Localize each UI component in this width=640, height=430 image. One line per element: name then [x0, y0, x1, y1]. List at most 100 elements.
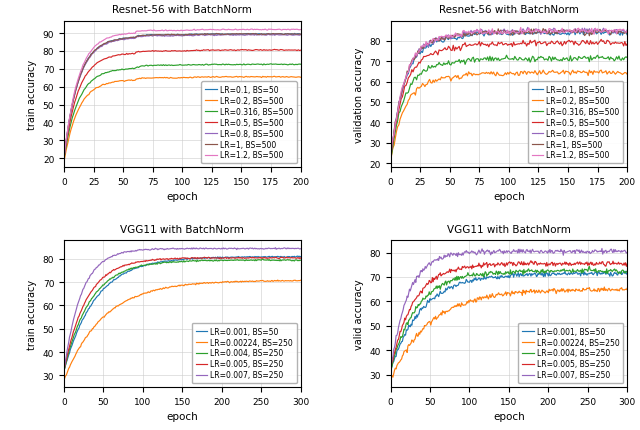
LR=0.5, BS=500 [515, 42, 522, 47]
LR=0.001, BS=50 [222, 255, 230, 260]
LR=0.004, BS=250 [222, 258, 230, 264]
LR=0.004, BS=250 [623, 269, 631, 274]
LR=0.004, BS=250 [259, 257, 267, 262]
LR=0.316, BS=500 [297, 62, 305, 68]
LR=0.8, BS=500 [524, 26, 532, 31]
Legend: LR=0.001, BS=50, LR=0.00224, BS=250, LR=0.004, BS=250, LR=0.005, BS=250, LR=0.00: LR=0.001, BS=50, LR=0.00224, BS=250, LR=… [518, 323, 623, 383]
LR=0.1, BS=50 [618, 28, 625, 34]
LR=0.2, BS=500 [271, 74, 278, 80]
Line: LR=0.5, BS=500: LR=0.5, BS=500 [64, 50, 301, 159]
Line: LR=1, BS=500: LR=1, BS=500 [390, 30, 627, 160]
LR=0.00224, BS=250 [246, 279, 254, 284]
LR=0.5, BS=500 [473, 43, 481, 49]
LR=0.316, BS=500 [387, 157, 394, 162]
LR=0.005, BS=250 [156, 257, 163, 262]
Title: VGG11 with BatchNorm: VGG11 with BatchNorm [447, 224, 571, 234]
LR=0.004, BS=250 [280, 258, 288, 263]
LR=1, BS=500 [387, 157, 394, 162]
LR=0.004, BS=250 [163, 260, 171, 265]
LR=0.2, BS=500 [278, 75, 285, 80]
LR=0.007, BS=250 [156, 247, 163, 252]
LR=0.2, BS=500 [515, 74, 522, 79]
LR=0.001, BS=50 [294, 254, 301, 259]
LR=0.005, BS=250 [280, 256, 287, 261]
LR=0.1, BS=50 [291, 32, 299, 37]
LR=0.5, BS=500 [297, 49, 305, 54]
LR=1.2, BS=500 [486, 32, 494, 37]
LR=0.1, BS=50 [60, 156, 68, 161]
Line: LR=0.005, BS=250: LR=0.005, BS=250 [64, 258, 301, 371]
LR=0.1, BS=50 [623, 33, 631, 38]
LR=0.005, BS=250 [482, 261, 490, 267]
Line: LR=0.8, BS=500: LR=0.8, BS=500 [64, 35, 301, 159]
LR=0.00224, BS=250 [274, 278, 282, 283]
LR=0.005, BS=250 [587, 260, 595, 265]
LR=0.5, BS=500 [159, 49, 167, 55]
LR=0.00224, BS=250 [586, 288, 594, 293]
LR=0.004, BS=250 [246, 258, 254, 263]
LR=0.00224, BS=250 [280, 279, 288, 284]
LR=0.00224, BS=250 [548, 287, 556, 292]
LR=1, BS=500 [159, 34, 167, 39]
LR=0.316, BS=500 [61, 150, 69, 155]
LR=0.004, BS=250 [587, 268, 595, 273]
LR=0.1, BS=50 [159, 33, 167, 38]
LR=0.8, BS=500 [254, 33, 262, 38]
LR=0.004, BS=250 [156, 261, 163, 266]
LR=1.2, BS=500 [61, 145, 69, 150]
LR=0.316, BS=500 [188, 63, 196, 68]
Y-axis label: validation accuracy: validation accuracy [354, 47, 364, 142]
LR=1.2, BS=500 [278, 28, 285, 34]
LR=0.005, BS=250 [222, 255, 230, 261]
LR=0.5, BS=500 [597, 38, 605, 43]
LR=0.8, BS=500 [81, 63, 89, 68]
LR=0.1, BS=50 [388, 148, 396, 153]
LR=1, BS=500 [540, 27, 547, 32]
Line: LR=0.007, BS=250: LR=0.007, BS=250 [390, 249, 627, 370]
LR=0.001, BS=50 [163, 259, 171, 264]
LR=0.00224, BS=250 [623, 286, 631, 291]
Legend: LR=0.1, BS=50, LR=0.2, BS=500, LR=0.316, BS=500, LR=0.5, BS=500, LR=0.8, BS=500,: LR=0.1, BS=50, LR=0.2, BS=500, LR=0.316,… [528, 82, 623, 164]
LR=0.316, BS=500 [81, 86, 89, 92]
Line: LR=0.2, BS=500: LR=0.2, BS=500 [64, 77, 301, 163]
LR=1, BS=500 [81, 61, 89, 67]
Line: LR=0.316, BS=500: LR=0.316, BS=500 [64, 64, 301, 159]
LR=0.001, BS=50 [482, 277, 490, 282]
LR=0.5, BS=500 [278, 48, 285, 53]
LR=0.1, BS=50 [387, 157, 394, 162]
LR=1.2, BS=500 [81, 58, 89, 64]
LR=0.007, BS=250 [586, 252, 594, 257]
LR=0.8, BS=500 [61, 147, 69, 152]
LR=0.5, BS=500 [147, 49, 154, 55]
LR=1, BS=500 [147, 34, 154, 39]
LR=0.2, BS=500 [408, 92, 416, 98]
LR=0.1, BS=50 [297, 33, 305, 38]
LR=1, BS=500 [61, 147, 69, 152]
LR=0.005, BS=250 [163, 257, 171, 262]
LR=0.00224, BS=250 [222, 280, 230, 285]
LR=0.005, BS=250 [387, 367, 394, 372]
LR=0.00224, BS=250 [490, 295, 498, 300]
Line: LR=0.005, BS=250: LR=0.005, BS=250 [390, 261, 627, 370]
LR=0.316, BS=500 [473, 57, 481, 62]
LR=0.00224, BS=250 [260, 279, 268, 284]
LR=0.316, BS=500 [486, 55, 494, 60]
LR=0.001, BS=50 [387, 367, 394, 372]
LR=0.007, BS=250 [163, 246, 171, 252]
LR=0.1, BS=50 [604, 30, 611, 35]
LR=0.5, BS=500 [81, 74, 89, 79]
LR=1, BS=500 [486, 33, 494, 38]
LR=0.2, BS=500 [486, 72, 494, 77]
LR=0.001, BS=50 [156, 260, 163, 265]
LR=0.5, BS=500 [188, 49, 196, 54]
LR=0.5, BS=500 [387, 157, 394, 162]
LR=0.00224, BS=250 [297, 278, 305, 283]
LR=0.5, BS=500 [604, 39, 612, 44]
LR=0.001, BS=50 [60, 368, 68, 373]
Line: LR=0.2, BS=500: LR=0.2, BS=500 [390, 71, 627, 162]
LR=0.5, BS=500 [60, 156, 68, 161]
LR=0.004, BS=250 [490, 271, 498, 276]
LR=0.005, BS=250 [60, 368, 68, 373]
LR=0.007, BS=250 [246, 246, 254, 251]
LR=0.1, BS=50 [408, 62, 416, 67]
